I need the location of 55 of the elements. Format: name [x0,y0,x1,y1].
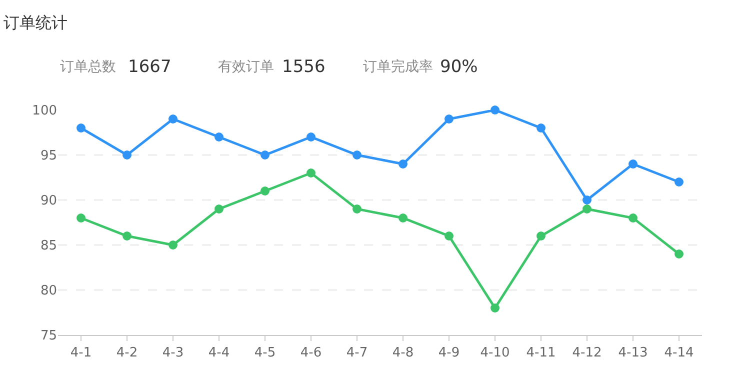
point [76,214,86,222]
point [536,232,546,240]
x-tick-label: 4-4 [208,346,230,361]
point [628,214,638,222]
point [260,186,270,196]
text: 订单总数 [60,59,116,75]
point [628,160,638,168]
x-tick-label: 4-8 [392,346,414,361]
text: 订单完成率 [363,59,433,75]
x-tick-label: 4-6 [300,346,322,361]
y-tick-label: 80 [40,284,57,299]
point [306,168,316,178]
y-tick-label: 95 [40,148,57,164]
point [260,150,270,160]
x-tick-label: 4-7 [346,346,368,361]
x-tick-label: 4-9 [438,346,460,361]
point [352,204,362,214]
point [444,114,454,124]
x-tick-label: 4-2 [116,346,138,361]
point [398,160,408,168]
text: 有效订单 [218,59,274,75]
point [214,204,224,214]
point [536,124,546,132]
point [168,240,178,250]
point [674,178,684,186]
x-tick-label: 4-11 [526,346,556,361]
point [582,196,592,204]
text: 1667 [128,57,172,77]
y-tick-label: 85 [40,238,57,254]
y-tick-label: 90 [40,194,57,209]
y-tick-label: 100 [32,104,57,119]
text: 1556 [282,57,326,77]
point [122,232,132,240]
point [306,132,316,142]
point [122,150,132,160]
point [490,304,500,312]
point [582,204,592,214]
x-tick-label: 4-3 [162,346,184,361]
x-tick-label: 4-10 [480,346,510,361]
point [76,124,86,132]
x-tick-label: 4-12 [572,346,602,361]
chart-title: 订单统计 [4,13,68,32]
point [674,250,684,258]
point [398,214,408,222]
point [444,232,454,240]
point [214,132,224,142]
point [352,150,362,160]
y-tick-label: 75 [40,328,57,344]
point [168,114,178,124]
x-tick-label: 4-5 [254,346,276,361]
x-tick-label: 4-14 [664,346,694,361]
x-tick-label: 4-1 [70,346,92,361]
text: 90% [440,57,478,77]
x-tick-label: 4-13 [618,346,648,361]
point [490,106,500,114]
